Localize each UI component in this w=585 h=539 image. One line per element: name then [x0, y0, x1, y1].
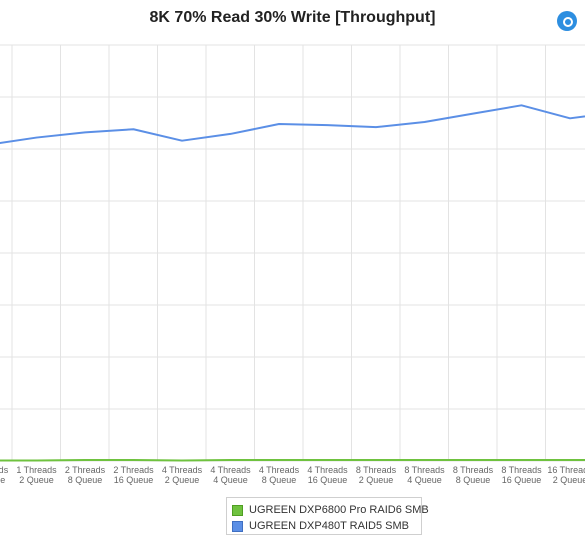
x-axis-tick-label: 4 Queue — [407, 475, 442, 485]
chart-title: 8K 70% Read 30% Write [Throughput] — [149, 9, 436, 26]
x-axis-tick-label: 2 Queue — [19, 475, 54, 485]
x-axis-tick-label: 8 Threads — [501, 465, 542, 475]
x-axis-tick-label: 16 Queue — [502, 475, 542, 485]
legend: UGREEN DXP6800 Pro RAID6 SMB UGREEN DXP4… — [226, 497, 429, 535]
x-axis-tick-label: 2 Queue — [553, 475, 585, 485]
legend-swatch-blue — [232, 520, 243, 532]
x-axis-tick-label: 8 Threads — [356, 465, 397, 475]
x-axis-tick-label: 4 Threads — [259, 465, 300, 475]
legend-label-series-2: UGREEN DXP480T RAID5 SMB — [249, 520, 409, 532]
x-axis-tick-label: 16 Threads — [547, 465, 585, 475]
x-axis-tick-label: 16 Queue — [114, 475, 154, 485]
x-axis-tick-label: 4 Threads — [210, 465, 251, 475]
x-axis-tick-label: 4 Queue — [213, 475, 248, 485]
x-axis-tick-label: 8 Threads — [404, 465, 445, 475]
x-axis-tick-label: 2 Threads — [113, 465, 154, 475]
x-axis-tick-label: 1 Threads — [16, 465, 57, 475]
x-axis-tick-label: 4 Threads — [307, 465, 348, 475]
series-line-1[interactable] — [0, 458, 585, 462]
grid-lines — [0, 44, 585, 462]
x-axis-tick-label: 4 Threads — [162, 465, 203, 475]
x-axis-tick-label: 8 Threads — [453, 465, 494, 475]
x-axis-tick-label: 1 Queue — [0, 475, 5, 485]
x-axis-tick-label: 2 Queue — [165, 475, 200, 485]
legend-swatch-green — [232, 504, 243, 516]
series-line-2[interactable] — [0, 104, 585, 145]
x-axis-tick-label: 16 Queue — [308, 475, 348, 485]
series-lines — [0, 104, 585, 462]
x-axis-tick-label: 8 Queue — [456, 475, 491, 485]
x-axis-tick-label: 2 Queue — [359, 475, 394, 485]
legend-label-series-1: UGREEN DXP6800 Pro RAID6 SMB — [249, 504, 429, 516]
chart-context-menu-icon[interactable] — [557, 11, 577, 31]
legend-item-series-2[interactable]: UGREEN DXP480T RAID5 SMB — [232, 519, 409, 533]
x-axis-tick-label: 1 Threads — [0, 465, 9, 475]
legend-item-series-1[interactable]: UGREEN DXP6800 Pro RAID6 SMB — [232, 503, 429, 517]
x-axis-tick-label: 2 Threads — [65, 465, 106, 475]
x-axis-tick-label: 8 Queue — [262, 475, 297, 485]
x-axis-tick-label: 8 Queue — [68, 475, 103, 485]
